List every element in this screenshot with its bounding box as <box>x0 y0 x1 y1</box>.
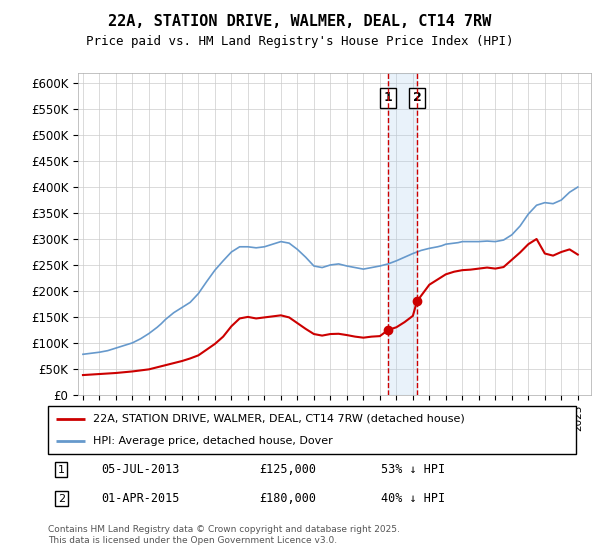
Text: 01-APR-2015: 01-APR-2015 <box>101 492 179 505</box>
FancyBboxPatch shape <box>48 406 576 454</box>
Text: £180,000: £180,000 <box>259 492 316 505</box>
Text: Price paid vs. HM Land Registry's House Price Index (HPI): Price paid vs. HM Land Registry's House … <box>86 35 514 48</box>
Text: 22A, STATION DRIVE, WALMER, DEAL, CT14 7RW (detached house): 22A, STATION DRIVE, WALMER, DEAL, CT14 7… <box>93 414 464 424</box>
Text: £125,000: £125,000 <box>259 463 316 476</box>
Text: HPI: Average price, detached house, Dover: HPI: Average price, detached house, Dove… <box>93 436 332 446</box>
Text: 2: 2 <box>58 494 65 503</box>
Bar <box>388 73 417 395</box>
Text: 1: 1 <box>384 91 392 104</box>
Text: 2: 2 <box>413 91 421 104</box>
Text: Contains HM Land Registry data © Crown copyright and database right 2025.
This d: Contains HM Land Registry data © Crown c… <box>48 525 400 545</box>
Text: 1: 1 <box>58 465 65 475</box>
Text: 53% ↓ HPI: 53% ↓ HPI <box>380 463 445 476</box>
Text: 40% ↓ HPI: 40% ↓ HPI <box>380 492 445 505</box>
Text: 22A, STATION DRIVE, WALMER, DEAL, CT14 7RW: 22A, STATION DRIVE, WALMER, DEAL, CT14 7… <box>109 14 491 29</box>
Text: 05-JUL-2013: 05-JUL-2013 <box>101 463 179 476</box>
